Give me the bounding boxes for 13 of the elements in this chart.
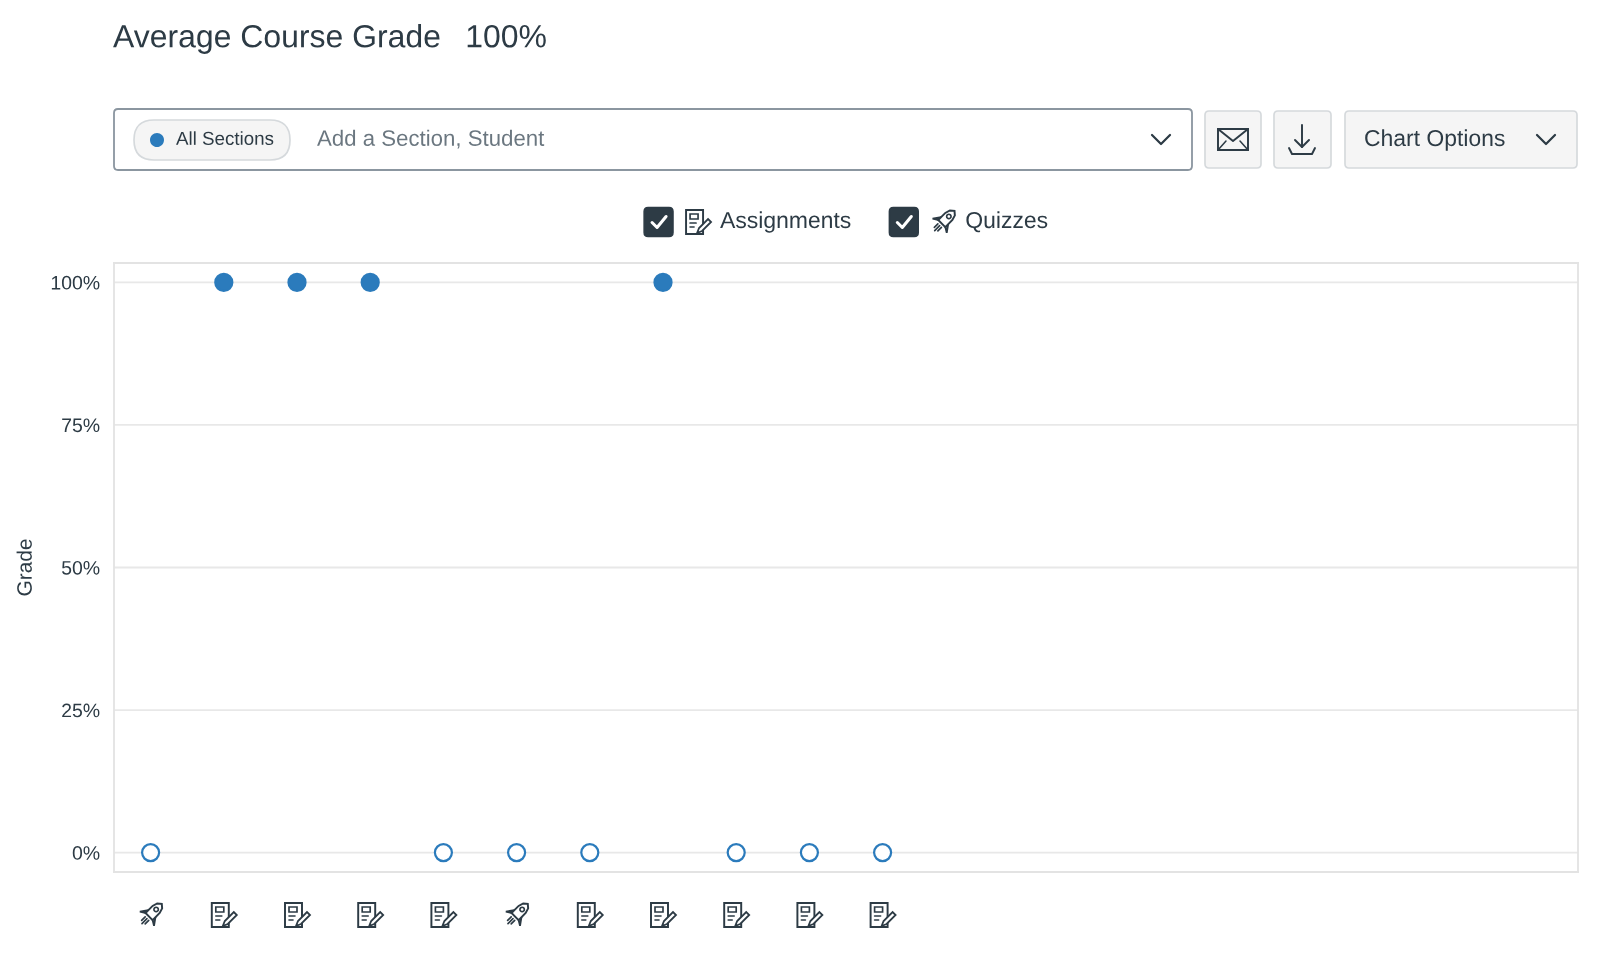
chart-title: Average Course Grade (113, 24, 440, 54)
y-axis-title: Grade (16, 539, 32, 596)
text: Chart Options (1365, 129, 1505, 151)
text: All Sections (176, 131, 274, 146)
text: Quizzes (966, 211, 1048, 233)
y-tick-label: 25% (62, 703, 100, 718)
y-tick-label: 50% (61, 560, 100, 575)
text: Add a Section, Student (317, 129, 545, 149)
chart-subtitle: 100% (467, 24, 546, 48)
y-tick-label: 100% (51, 275, 100, 290)
y-tick-label: 75% (62, 418, 100, 433)
y-tick-label: 0% (72, 846, 100, 860)
text: Assignments (720, 211, 851, 233)
